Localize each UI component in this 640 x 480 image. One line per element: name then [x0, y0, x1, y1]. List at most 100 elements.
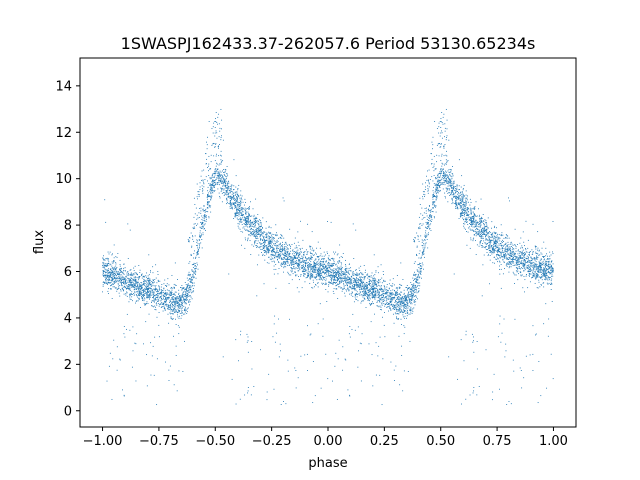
- data-point: [488, 246, 490, 248]
- data-point: [524, 245, 525, 247]
- data-point: [389, 307, 391, 309]
- data-point: [400, 303, 402, 305]
- data-point: [210, 161, 212, 163]
- data-point: [102, 275, 104, 276]
- data-point: [127, 280, 129, 282]
- data-point: [532, 264, 534, 266]
- data-point: [434, 121, 436, 122]
- data-point: [422, 251, 424, 253]
- data-point: [188, 284, 189, 286]
- data-point: [399, 308, 401, 310]
- data-point: [120, 290, 122, 292]
- data-point: [207, 186, 209, 188]
- data-point: [206, 204, 208, 206]
- data-point: [327, 268, 329, 270]
- data-point: [239, 212, 241, 214]
- data-point: [542, 282, 544, 284]
- data-point: [148, 282, 150, 284]
- data-point: [296, 268, 298, 269]
- data-point: [238, 205, 240, 207]
- data-point: [173, 293, 175, 295]
- data-point: [351, 282, 353, 284]
- data-point: [350, 281, 352, 283]
- data-point: [195, 207, 197, 209]
- data-point: [353, 258, 355, 259]
- data-point: [310, 255, 312, 257]
- data-point: [351, 288, 353, 290]
- data-point: [435, 178, 437, 180]
- data-point: [110, 288, 112, 290]
- data-point: [191, 264, 193, 266]
- data-point: [370, 280, 372, 282]
- data-point: [444, 127, 446, 129]
- data-point: [400, 284, 402, 286]
- data-point: [386, 307, 388, 308]
- data-point: [419, 276, 421, 278]
- data-point: [124, 277, 126, 279]
- data-point: [171, 297, 173, 299]
- data-point: [368, 292, 369, 293]
- data-point: [401, 296, 403, 298]
- data-point: [106, 265, 108, 267]
- data-point: [217, 168, 219, 170]
- data-point: [197, 264, 198, 266]
- data-point: [274, 257, 275, 258]
- data-point: [241, 207, 243, 209]
- data-point: [473, 340, 474, 342]
- data-point: [249, 222, 251, 224]
- data-point: [215, 155, 217, 157]
- data-point: [258, 242, 260, 244]
- data-point: [115, 280, 117, 282]
- data-point: [460, 195, 462, 196]
- data-point: [534, 245, 536, 247]
- data-point: [477, 234, 479, 236]
- data-point: [200, 227, 202, 229]
- data-point: [392, 292, 394, 294]
- data-point: [497, 255, 499, 256]
- data-point: [251, 222, 253, 224]
- data-point: [175, 345, 177, 347]
- data-point: [142, 290, 144, 291]
- data-point: [411, 289, 413, 291]
- data-point: [192, 284, 194, 286]
- data-point: [231, 207, 232, 209]
- data-point: [400, 262, 402, 264]
- data-point: [473, 218, 475, 220]
- data-point: [397, 287, 399, 289]
- data-point: [503, 253, 505, 255]
- data-point: [540, 265, 542, 267]
- data-point: [472, 229, 474, 231]
- data-point: [205, 153, 207, 155]
- data-point: [449, 192, 451, 194]
- data-point: [235, 215, 237, 217]
- data-point: [435, 189, 437, 191]
- data-point: [313, 267, 314, 269]
- data-point: [432, 196, 434, 198]
- data-point: [271, 236, 273, 238]
- data-point: [348, 271, 349, 273]
- data-point: [537, 231, 539, 233]
- data-point: [351, 284, 353, 286]
- data-point: [412, 299, 414, 301]
- data-point: [284, 261, 286, 263]
- data-point: [509, 247, 511, 249]
- data-point: [492, 391, 494, 393]
- data-point: [491, 247, 493, 249]
- data-point: [470, 219, 472, 221]
- data-point: [378, 288, 380, 290]
- data-point: [319, 277, 321, 279]
- data-point: [271, 261, 273, 263]
- data-point: [515, 259, 517, 261]
- data-point: [150, 283, 152, 285]
- data-point: [249, 229, 251, 231]
- data-point: [443, 145, 445, 147]
- data-point: [248, 208, 250, 210]
- data-point: [146, 301, 148, 303]
- data-point: [545, 264, 547, 266]
- data-point: [253, 216, 255, 218]
- data-point: [467, 224, 469, 226]
- data-point: [346, 271, 348, 273]
- data-point: [171, 289, 173, 291]
- data-point: [283, 257, 284, 259]
- data-point: [345, 270, 346, 272]
